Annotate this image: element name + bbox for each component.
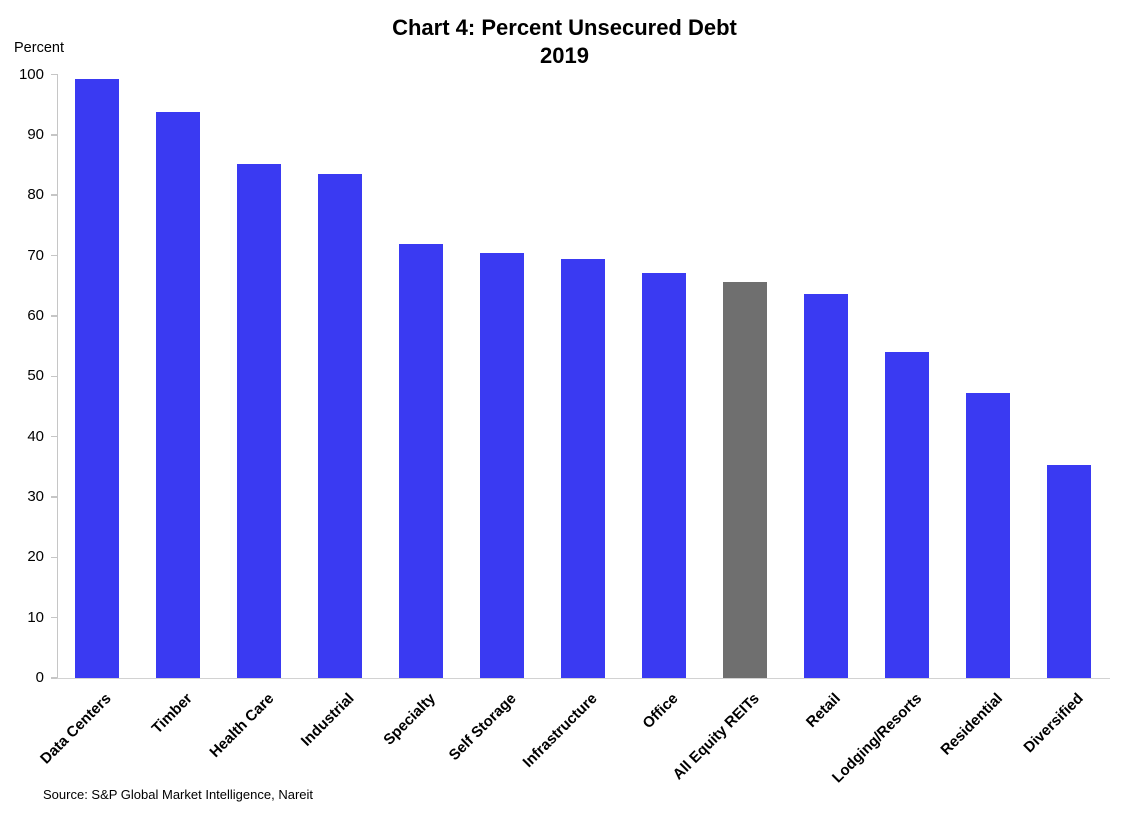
bar-infrastructure	[561, 259, 605, 678]
y-tick-label: 50	[27, 367, 44, 385]
bar-self-storage	[480, 252, 524, 678]
y-tick-label: 10	[27, 608, 44, 626]
y-tick-label: 100	[18, 65, 44, 83]
x-axis-label: Retail	[803, 690, 845, 731]
y-tick-label: 70	[27, 246, 44, 264]
bar-retail	[804, 293, 848, 678]
bar-specialty	[399, 244, 443, 678]
y-tick-mark	[51, 677, 57, 679]
x-axis-label: Data Centers	[37, 690, 116, 768]
bar-timber	[156, 111, 200, 678]
x-axis-label: All Equity REITs	[669, 690, 764, 784]
x-axis-label: Industrial	[298, 690, 359, 750]
y-tick-mark	[51, 254, 57, 257]
y-tick-mark	[51, 616, 57, 619]
bar-diversified	[1047, 464, 1091, 678]
chart-title-line1: Chart 4: Percent Unsecured Debt	[392, 15, 737, 40]
x-axis-label: Timber	[148, 690, 197, 738]
y-tick-mark	[51, 375, 57, 377]
x-axis-line	[56, 677, 1110, 679]
y-tick-label: 40	[27, 427, 44, 445]
y-tick-mark	[51, 556, 57, 559]
bar-residential	[966, 393, 1010, 678]
x-axis-label: Diversified	[1020, 690, 1088, 757]
y-tick-mark	[51, 134, 57, 136]
y-axis-unit-label: Percent	[14, 40, 64, 56]
x-axis-label: Lodging/Resorts	[828, 690, 926, 787]
y-tick-label: 0	[35, 669, 44, 686]
x-axis-label: Infrastructure	[520, 690, 602, 771]
y-tick-mark	[51, 315, 57, 317]
y-tick-label: 80	[27, 186, 44, 204]
y-tick-mark	[51, 435, 57, 438]
y-axis-line	[56, 74, 58, 678]
x-axis-label: Office	[639, 690, 683, 733]
y-tick-label: 60	[27, 306, 44, 324]
bar-all-equity-reits	[723, 282, 767, 678]
y-tick-label: 30	[27, 487, 44, 505]
chart-title-line2: 2019	[540, 43, 589, 68]
chart-title: Chart 4: Percent Unsecured Debt 2019	[0, 14, 1129, 70]
bar-data-centers	[75, 78, 119, 678]
bar-lodging-resorts	[885, 351, 929, 678]
y-tick-mark	[51, 73, 57, 76]
bar-health-care	[237, 163, 281, 678]
y-tick-label: 20	[27, 548, 44, 566]
source-note: Source: S&P Global Market Intelligence, …	[43, 787, 314, 802]
bar-office	[642, 273, 686, 678]
y-tick-label: 90	[27, 125, 44, 143]
x-axis-label: Health Care	[206, 690, 278, 761]
x-axis-label: Specialty	[380, 690, 440, 749]
bar-industrial	[318, 174, 362, 678]
x-axis-label: Residential	[937, 690, 1007, 759]
y-tick-mark	[51, 496, 57, 498]
y-tick-mark	[51, 194, 57, 196]
x-axis-label: Self Storage	[446, 690, 521, 764]
